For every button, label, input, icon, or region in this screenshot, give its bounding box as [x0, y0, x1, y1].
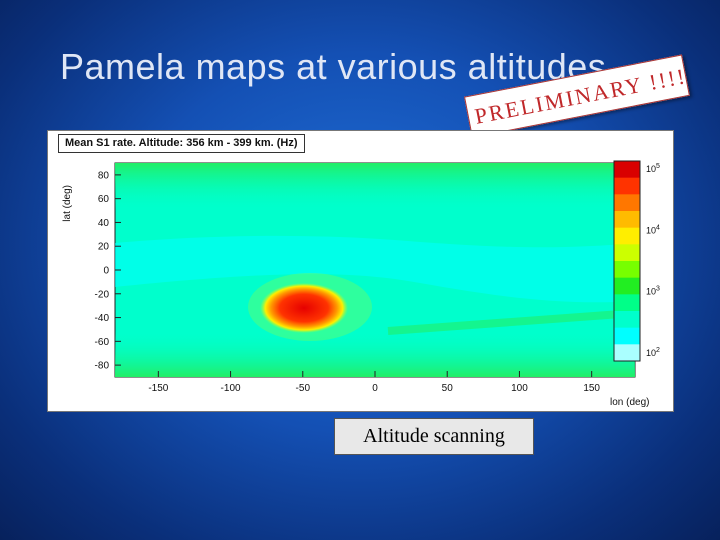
x-tick-label: 100 [511, 383, 528, 394]
colorbar-segment [614, 327, 640, 345]
colorbar [613, 160, 641, 362]
y-tick-label: 0 [103, 266, 109, 277]
south-high-latitude-band [115, 331, 635, 377]
equatorial-band [115, 235, 635, 303]
colorbar-label: 102 [646, 347, 660, 358]
north-high-latitude-band [115, 163, 635, 211]
y-tick-label: 40 [98, 218, 110, 229]
x-axis-ticks: -150 -100 -50 0 50 100 150 [148, 371, 600, 394]
colorbar-segment [614, 227, 640, 245]
colorbar-segment [614, 194, 640, 212]
x-tick-label: 150 [583, 383, 600, 394]
x-tick-label: -50 [296, 383, 311, 394]
colorbar-frame [613, 160, 641, 362]
x-tick-label: -100 [221, 383, 241, 394]
colorbar-segment [614, 177, 640, 195]
y-tick-label: 60 [98, 194, 110, 205]
colorbar-label: 104 [646, 224, 660, 235]
slide-title: Pamela maps at various altitudes [60, 46, 607, 87]
altitude-scanning-caption: Altitude scanning [334, 418, 534, 455]
colorbar-segment [614, 311, 640, 329]
colorbar-segment [614, 344, 640, 362]
y-axis-ticks: 80 60 40 20 0 -20 -40 -60 -80 [95, 170, 121, 372]
y-tick-label: -80 [95, 361, 110, 372]
heatmap-figure: lat (deg) lon (deg) 80 60 40 20 0 -20 -40 -60 -8… [47, 130, 674, 412]
colorbar-label: 105 [646, 163, 660, 174]
x-tick-label: 50 [442, 383, 454, 394]
colorbar-segment [614, 161, 640, 179]
x-axis-label: lon (deg) [610, 397, 649, 408]
colorbar-labels: 105 104 103 102 [646, 163, 660, 358]
colorbar-segment [614, 211, 640, 229]
saa-anomaly [260, 283, 348, 333]
y-tick-label: -60 [95, 337, 110, 348]
colorbar-segment [614, 244, 640, 262]
colorbar-segment [614, 277, 640, 295]
heatmap-plot: lat (deg) lon (deg) 80 60 40 20 0 -20 -40 -60 -8… [62, 160, 660, 408]
y-tick-label: 80 [98, 170, 110, 181]
colorbar-label: 103 [646, 286, 660, 297]
x-tick-label: 0 [372, 383, 378, 394]
y-axis-label: lat (deg) [62, 185, 73, 222]
y-tick-label: -20 [95, 289, 110, 300]
colorbar-segment [614, 261, 640, 279]
figure-title: Mean S1 rate. Altitude: 356 km - 399 km.… [58, 134, 305, 153]
south-radiation-belt-streaks [387, 309, 635, 335]
y-tick-label: -40 [95, 313, 110, 324]
y-tick-label: 20 [98, 242, 110, 253]
x-tick-label: -150 [148, 383, 168, 394]
colorbar-segment [614, 294, 640, 312]
